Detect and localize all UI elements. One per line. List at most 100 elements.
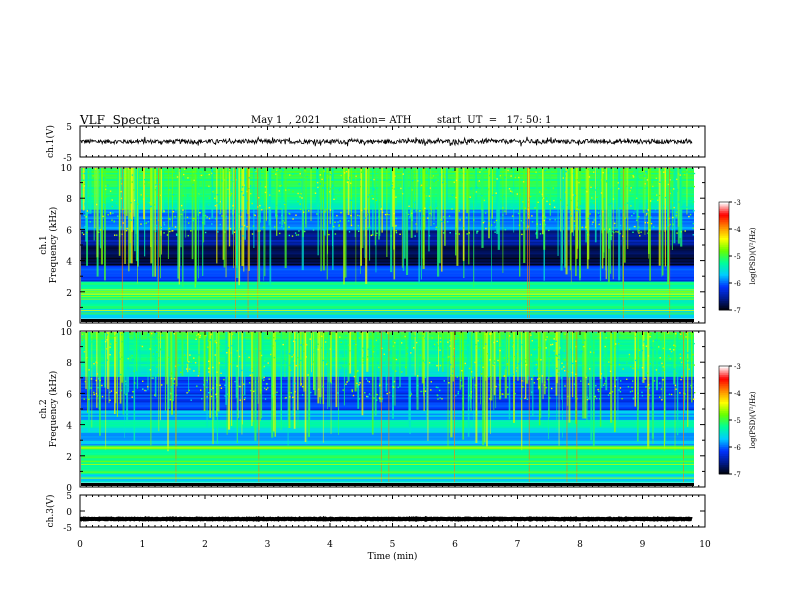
colorbar-segment [719, 268, 729, 271]
colorbar-segment [719, 430, 729, 433]
colorbar-segment [719, 371, 729, 374]
colorbar-segment [719, 432, 729, 435]
x-tick-label: 2 [202, 540, 208, 550]
colorbar-segment [719, 229, 729, 232]
colorbar-segment [719, 452, 729, 455]
colorbar-segment [719, 420, 729, 423]
y-axis-label: Frequency (kHz) [48, 207, 59, 284]
colorbar-segment [719, 396, 729, 399]
y-tick-label: 2 [66, 289, 72, 299]
colorbar-tick-label: -3 [734, 199, 741, 207]
colorbar-segment [719, 391, 729, 394]
colorbar-segment [719, 302, 729, 305]
colorbar-segment [719, 266, 729, 269]
x-tick-label: 6 [452, 540, 458, 550]
colorbar-segment [719, 257, 729, 260]
colorbar-segment [719, 454, 729, 457]
colorbar-segment [719, 247, 729, 250]
y-tick-label: 0 [66, 508, 72, 518]
colorbar-segment [719, 470, 729, 473]
x-tick-label: 5 [390, 540, 396, 550]
x-tick-label: 3 [265, 540, 271, 550]
colorbar-segment [719, 225, 729, 228]
colorbar-segment [719, 216, 729, 219]
colorbar-segment [719, 205, 729, 208]
colorbar-segment [719, 443, 729, 446]
colorbar-segment [719, 275, 729, 278]
y-axis-label: ch.1(V) [45, 125, 56, 158]
waveform-trace [79, 515, 693, 523]
colorbar-segment [719, 366, 729, 369]
colorbar-segment [719, 209, 729, 212]
y-tick-label: 5 [66, 492, 72, 502]
y-tick-label: 8 [66, 195, 72, 205]
y-tick-label: -5 [63, 524, 72, 534]
colorbar-segment [719, 227, 729, 230]
colorbar-segment [719, 385, 729, 388]
x-tick-label: 4 [327, 540, 333, 550]
colorbar-tick-label: -6 [734, 444, 741, 452]
colorbar-segment [719, 214, 729, 217]
colorbar-segment [719, 238, 729, 241]
y-tick-label: 10 [61, 164, 73, 174]
colorbar-segment [719, 274, 729, 277]
colorbar-segment [719, 295, 729, 298]
colorbar-segment [719, 409, 729, 412]
colorbar-segment [719, 252, 729, 255]
colorbar-segment [719, 245, 729, 248]
y-axis-label: ch.2 [39, 399, 49, 418]
colorbar-segment [719, 290, 729, 293]
colorbar-segment [719, 459, 729, 462]
colorbar-segment [719, 436, 729, 439]
colorbar-segment [719, 283, 729, 286]
colorbar-segment [719, 241, 729, 244]
colorbar-segment [719, 232, 729, 235]
colorbar-segment [719, 450, 729, 453]
colorbar-segment [719, 234, 729, 237]
colorbar-segment [719, 292, 729, 295]
colorbar-segment [719, 427, 729, 430]
colorbar-segment [719, 465, 729, 468]
colorbar-segment [719, 250, 729, 253]
colorbar-segment [719, 403, 729, 406]
colorbar-segment [719, 367, 729, 370]
x-tick-label: 7 [515, 540, 521, 550]
colorbar-segment [719, 441, 729, 444]
colorbar-segment [719, 468, 729, 471]
station-label: station= ATH [343, 115, 412, 126]
colorbar-segment [719, 438, 729, 441]
colorbar-segment [719, 293, 729, 296]
x-axis-label: Time (min) [368, 551, 418, 562]
y-tick-label: 8 [66, 359, 72, 369]
colorbar-segment [719, 270, 729, 273]
colorbar-segment [719, 299, 729, 302]
date-label: May 1 , 2021 [251, 115, 321, 126]
colorbar-segment [719, 308, 729, 311]
colorbar-segment [719, 402, 729, 405]
colorbar-segment [719, 457, 729, 460]
colorbar-segment [719, 472, 729, 475]
colorbar-segment [719, 207, 729, 210]
colorbar-segment [719, 230, 729, 233]
colorbar-segment [719, 236, 729, 239]
colorbar-segment [719, 456, 729, 459]
colorbar-segment [719, 407, 729, 410]
colorbar-label: log(PSD)(V²/Hz) [749, 227, 757, 284]
start-ut-label: start UT = 17: 50: 1 [437, 115, 552, 126]
colorbar-segment [719, 277, 729, 280]
y-tick-label: 0 [66, 320, 72, 330]
colorbar-segment [719, 382, 729, 385]
spectrogram-image-1 [81, 168, 696, 322]
colorbar-segment [719, 405, 729, 408]
y-tick-label: 4 [66, 422, 72, 432]
colorbar-segment [719, 211, 729, 214]
colorbar-segment [719, 447, 729, 450]
colorbar-segment [719, 376, 729, 379]
colorbar-segment [719, 373, 729, 376]
colorbar-segment [719, 448, 729, 451]
colorbar-segment [719, 220, 729, 223]
colorbar-label: log(PSD)(V²/Hz) [749, 391, 757, 448]
colorbar-tick-label: -7 [734, 307, 741, 315]
colorbar-segment [719, 306, 729, 309]
